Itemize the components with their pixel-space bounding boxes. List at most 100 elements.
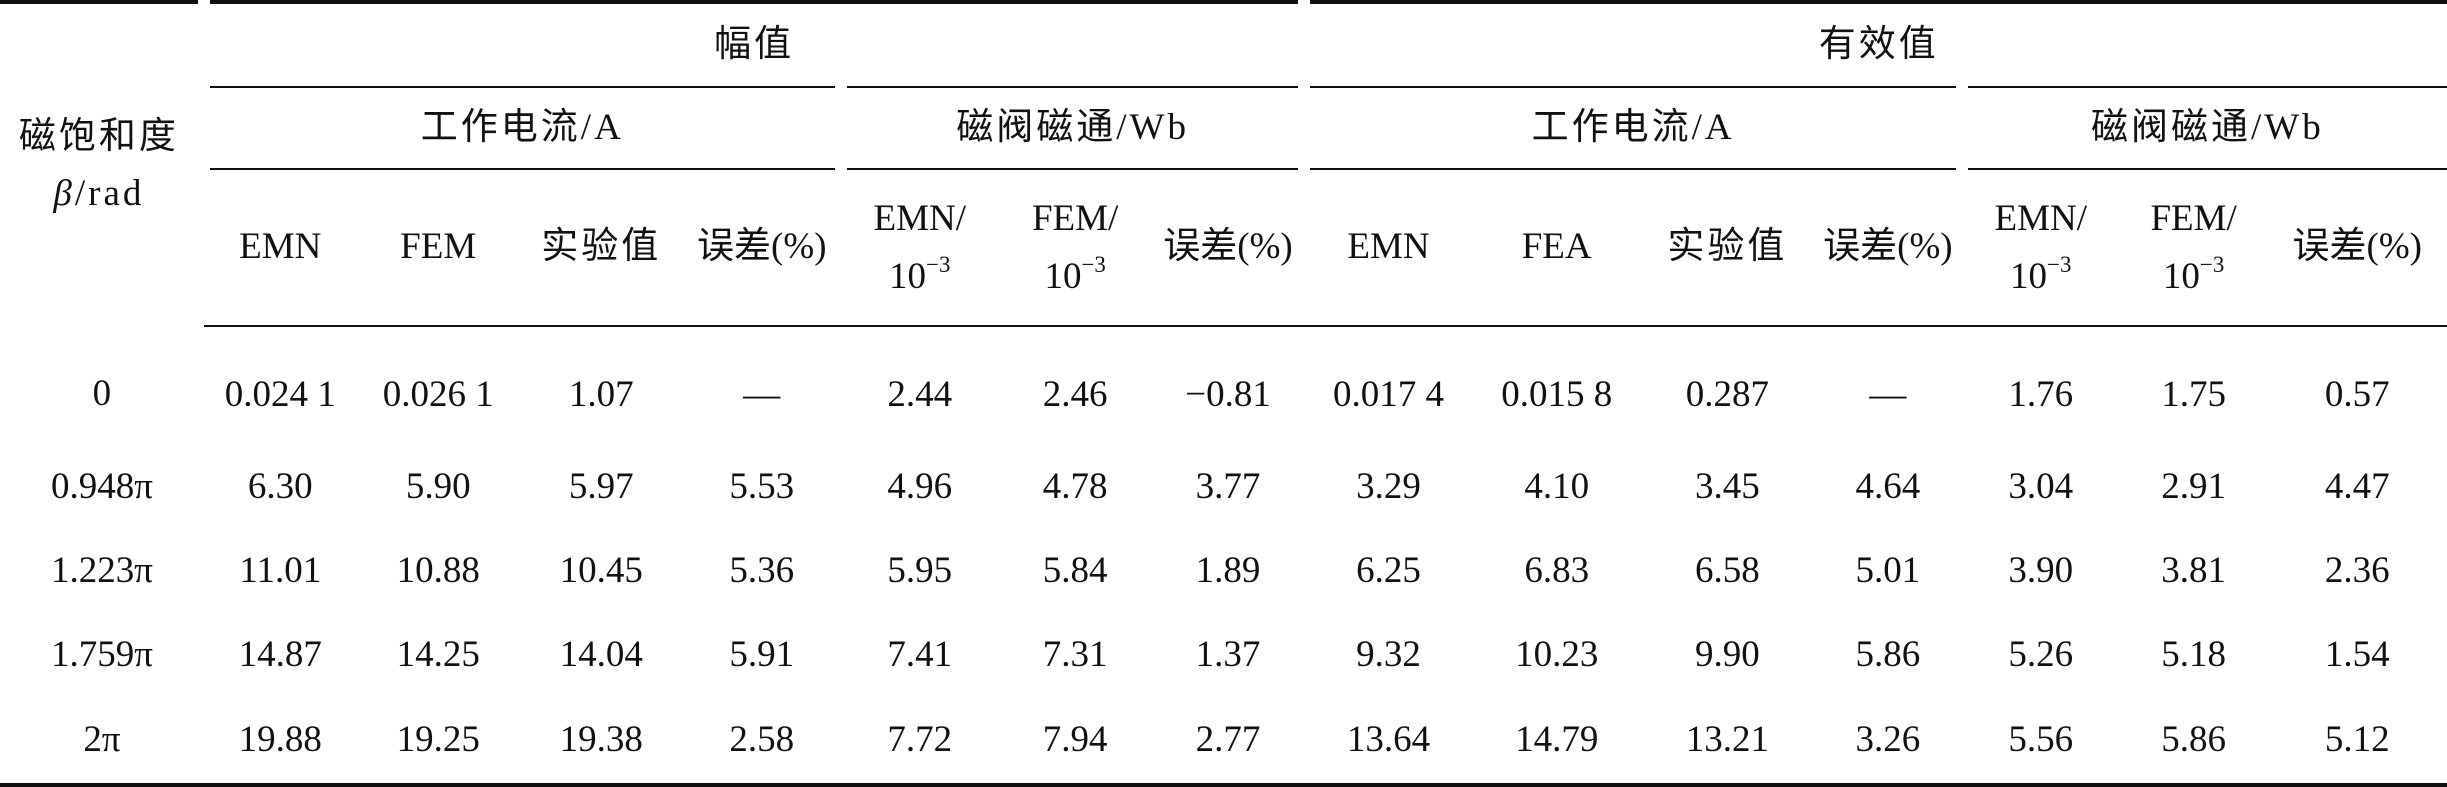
table-cell: 4.78 (999, 445, 1152, 529)
table-cell: 13.64 (1304, 697, 1472, 785)
table-page: 磁饱和度 β/rad 幅值 有效值 工作电流/A 磁阀磁通/Wb 工作电流/A … (0, 0, 2447, 749)
table-cell: 4.64 (1814, 445, 1962, 529)
table-cell: 14.04 (520, 613, 683, 697)
table-cell: 5.56 (1962, 697, 2120, 785)
table-cell: 1.89 (1152, 529, 1305, 613)
col-header-scale: 10−3 (1962, 248, 2120, 305)
table-cell: 5.12 (2268, 697, 2447, 785)
table-cell: 5.53 (683, 445, 841, 529)
group-header-amplitude: 幅值 (204, 2, 1305, 87)
table-cell: 5.91 (683, 613, 841, 697)
table-cell: 2.58 (683, 697, 841, 785)
row-header-cell: 磁饱和度 β/rad (0, 2, 204, 326)
table-cell: 2.44 (841, 326, 999, 445)
row-header-label: 磁饱和度 (0, 108, 198, 165)
table-cell: 3.26 (1814, 697, 1962, 785)
col-header: 误差(%) (1152, 169, 1305, 326)
col-header-name: FEM/ (2120, 190, 2268, 247)
row-label-cell: 1.759π (0, 613, 204, 697)
unit-text: /rad (75, 173, 145, 214)
table-cell: 3.90 (1962, 529, 2120, 613)
table-cell: 3.45 (1641, 445, 1814, 529)
table-cell: 0.026 1 (357, 326, 520, 445)
table-cell: 5.36 (683, 529, 841, 613)
scale-base: 10 (2010, 256, 2047, 297)
scale-exponent: −3 (2200, 251, 2224, 276)
table-cell: 1.54 (2268, 613, 2447, 697)
scale-exponent: −3 (1081, 251, 1105, 276)
table-cell: 19.88 (204, 697, 357, 785)
col-header: 误差(%) (1814, 169, 1962, 326)
table-cell: 1.37 (1152, 613, 1305, 697)
scale-exponent: −3 (2047, 251, 2071, 276)
table-cell: 5.18 (2120, 613, 2268, 697)
table-cell: 2.46 (999, 326, 1152, 445)
scale-base: 10 (1044, 256, 1081, 297)
scale-base: 10 (889, 256, 926, 297)
table-cell: 1.76 (1962, 326, 2120, 445)
col-header: 实验值 (520, 169, 683, 326)
col-header: FEM (357, 169, 520, 326)
table-cell: 11.01 (204, 529, 357, 613)
col-header-scaled: FEM/10−3 (2120, 169, 2268, 326)
table-cell: 3.77 (1152, 445, 1305, 529)
table-cell: 7.31 (999, 613, 1152, 697)
table-cell: 5.01 (1814, 529, 1962, 613)
table-cell: 5.97 (520, 445, 683, 529)
col-header-name: EMN/ (1962, 190, 2120, 247)
subgroup-rms-current: 工作电流/A (1304, 87, 1961, 169)
table-cell: 0.015 8 (1473, 326, 1641, 445)
table-cell: 14.87 (204, 613, 357, 697)
table-cell: 2.91 (2120, 445, 2268, 529)
table-cell: 2.36 (2268, 529, 2447, 613)
row-label-cell: 2π (0, 697, 204, 785)
row-label-cell: 0 (0, 326, 204, 445)
subgroup-rms-flux: 磁阀磁通/Wb (1962, 87, 2447, 169)
table-cell: 1.75 (2120, 326, 2268, 445)
group-header-rms: 有效值 (1304, 2, 2447, 87)
table-cell: 3.81 (2120, 529, 2268, 613)
row-label-cell: 1.223π (0, 529, 204, 613)
table-cell: 0.287 (1641, 326, 1814, 445)
table-cell: −0.81 (1152, 326, 1305, 445)
table-cell: 10.88 (357, 529, 520, 613)
table-cell: 10.45 (520, 529, 683, 613)
table-cell: 5.86 (2120, 697, 2268, 785)
table-cell: 3.29 (1304, 445, 1472, 529)
col-header: 误差(%) (2268, 169, 2447, 326)
table-cell: — (1814, 326, 1962, 445)
table-cell: 14.79 (1473, 697, 1641, 785)
table-cell: 0.57 (2268, 326, 2447, 445)
table-cell: 13.21 (1641, 697, 1814, 785)
table-cell: 6.25 (1304, 529, 1472, 613)
table-cell: 5.84 (999, 529, 1152, 613)
scale-exponent: −3 (926, 251, 950, 276)
table-cell: 10.23 (1473, 613, 1641, 697)
col-header-scale: 10−3 (841, 248, 999, 305)
col-header: 实验值 (1641, 169, 1814, 326)
col-header: EMN (1304, 169, 1472, 326)
col-header-scale: 10−3 (2120, 248, 2268, 305)
row-label-cell: 0.948π (0, 445, 204, 529)
scale-base: 10 (2163, 256, 2200, 297)
table-cell: 6.58 (1641, 529, 1814, 613)
col-header-name: FEM/ (999, 190, 1152, 247)
table-cell: 6.30 (204, 445, 357, 529)
table-cell: 7.72 (841, 697, 999, 785)
table-cell: 6.83 (1473, 529, 1641, 613)
table-cell: 14.25 (357, 613, 520, 697)
table-cell: 9.32 (1304, 613, 1472, 697)
table-cell: 3.04 (1962, 445, 2120, 529)
table-cell: 19.25 (357, 697, 520, 785)
table-cell: 4.96 (841, 445, 999, 529)
col-header-scaled: EMN/10−3 (1962, 169, 2120, 326)
table-cell: 1.07 (520, 326, 683, 445)
col-header-scaled: EMN/10−3 (841, 169, 999, 326)
